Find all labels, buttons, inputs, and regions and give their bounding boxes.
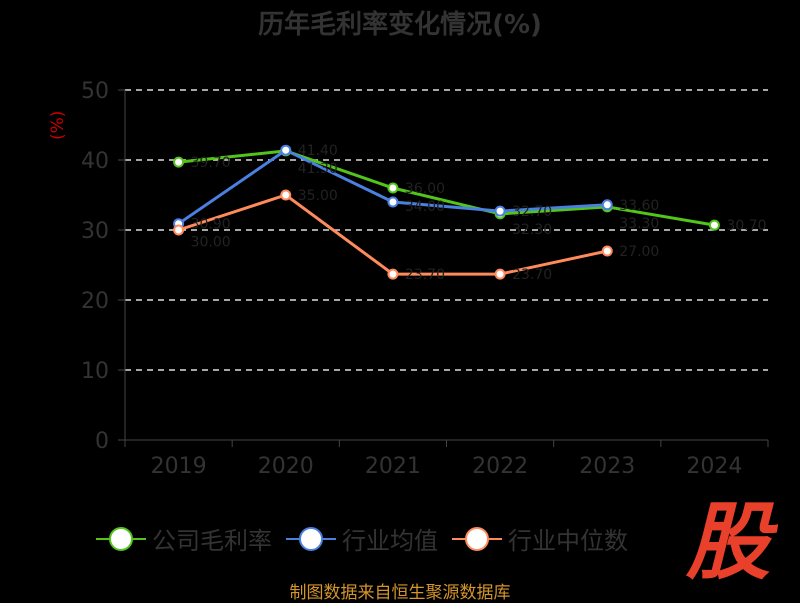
data-point	[494, 205, 506, 217]
legend-item-industry-median[interactable]: 行业中位数	[452, 521, 628, 556]
data-label: 35.00	[298, 188, 338, 204]
data-label: 30.00	[191, 235, 231, 251]
data-label: 41.40	[298, 143, 338, 159]
legend-symbol	[452, 526, 502, 551]
x-tick-label: 2024	[686, 454, 742, 479]
legend-label: 行业中位数	[508, 527, 628, 555]
data-label: 33.30	[619, 216, 659, 232]
data-point	[708, 219, 720, 231]
y-tick-label: 30	[81, 219, 109, 244]
x-tick-label: 2020	[258, 454, 314, 479]
data-point	[601, 245, 613, 257]
y-tick-label: 20	[81, 289, 109, 314]
data-label: 32.70	[512, 204, 552, 220]
data-point	[173, 224, 185, 236]
series-line-0	[178, 149, 715, 227]
data-label: 36.00	[405, 181, 445, 197]
legend-symbol	[96, 526, 146, 551]
data-label: 33.60	[619, 198, 659, 214]
x-tick-label: 2019	[151, 454, 207, 479]
data-label: 41.30	[298, 161, 338, 177]
data-point	[601, 199, 613, 211]
data-label: 32.30	[512, 222, 552, 238]
x-tick-label: 2022	[472, 454, 528, 479]
x-tick-label: 2023	[579, 454, 635, 479]
data-point	[280, 144, 292, 156]
y-tick-label: 40	[81, 149, 109, 174]
data-label: 39.70	[191, 155, 231, 171]
y-tick-label: 50	[81, 79, 109, 104]
y-tick-label: 0	[95, 429, 109, 454]
chart-title: 历年毛利率变化情况(%)	[258, 10, 542, 40]
data-point	[280, 189, 292, 201]
data-point	[387, 268, 399, 280]
data-label: 23.70	[405, 267, 445, 283]
legend-label: 行业均值	[342, 527, 438, 555]
legend-item-industry-avg[interactable]: 行业均值	[286, 521, 438, 556]
y-tick-label: 10	[81, 359, 109, 384]
data-label: 30.90	[191, 217, 231, 233]
data-label: 34.00	[405, 199, 445, 215]
data-point	[494, 268, 506, 280]
source-note: 制图数据来自恒生聚源数据库	[289, 583, 511, 603]
data-label: 23.70	[512, 267, 552, 283]
data-label: 30.70	[726, 218, 766, 234]
logo: 股	[686, 493, 771, 591]
data-point	[173, 156, 185, 168]
legend-item-company[interactable]: 公司毛利率	[96, 521, 272, 556]
data-point	[387, 182, 399, 194]
legend-symbol	[286, 526, 336, 551]
legend: 公司毛利率 行业均值 行业中位数	[96, 521, 642, 556]
x-tick-label: 2021	[365, 454, 421, 479]
legend-label: 公司毛利率	[152, 527, 272, 555]
data-point	[387, 196, 399, 208]
y-axis-label: (%)	[48, 111, 68, 140]
data-label: 27.00	[619, 244, 659, 260]
